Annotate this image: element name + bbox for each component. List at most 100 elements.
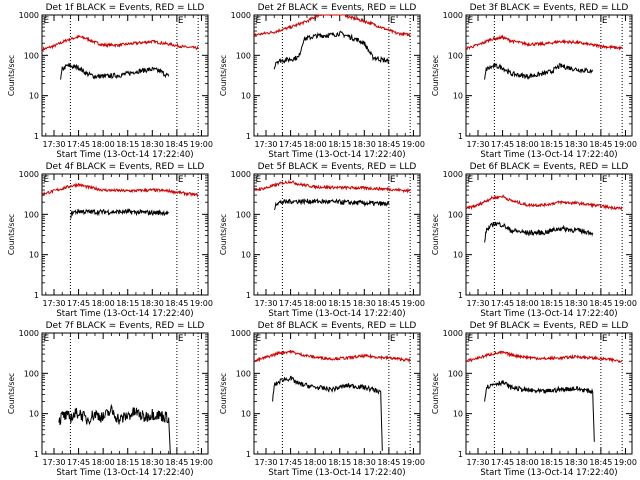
plot-frame (253, 173, 421, 296)
x-tick-label: 17:45 (279, 140, 302, 149)
panel-det-6: Det 6f BLACK = Events, RED = LLD 1 10 100 10… (431, 162, 637, 319)
x-tick-label: 18:45 (165, 299, 188, 308)
event-marker-label: E (468, 334, 474, 344)
x-tick-label: 19:00 (402, 458, 425, 467)
y-tick-label: 1000 (19, 329, 39, 338)
x-tick-label: 17:45 (491, 140, 514, 149)
x-tick-label: 19:00 (614, 458, 637, 467)
panel-title: Det 8f BLACK = Events, RED = LLD (258, 321, 417, 331)
event-marker-label: E (256, 16, 262, 26)
x-tick-label: 18:15 (116, 299, 139, 308)
y-tick-label: 1 (458, 291, 463, 300)
x-tick-label: 18:30 (141, 458, 164, 467)
lld-series-red (42, 34, 199, 53)
x-tick-label: 18:45 (589, 299, 612, 308)
y-tick-label: 100 (24, 51, 39, 60)
y-tick-label: 1 (34, 450, 39, 459)
x-tick-label: 19:00 (402, 299, 425, 308)
x-tick-label: 18:30 (353, 458, 376, 467)
plot-frame (253, 332, 421, 455)
panel-det-4: Det 4f BLACK = Events, RED = LLD 1 10 100 10… (7, 162, 213, 319)
y-axis-label: Counts/sec (7, 373, 16, 414)
plot-frame (41, 173, 209, 296)
events-series-black (484, 379, 595, 442)
event-marker-label: E (390, 16, 396, 26)
x-tick-label: 19:00 (190, 299, 213, 308)
event-marker-label: E (44, 16, 50, 26)
x-tick-label: 18:15 (328, 140, 351, 149)
panel-title: Det 4f BLACK = Events, RED = LLD (46, 162, 205, 172)
y-tick-label: 100 (24, 369, 39, 378)
y-tick-label: 1000 (231, 170, 251, 179)
event-marker-label: E (390, 334, 396, 344)
x-tick-label: 17:45 (491, 299, 514, 308)
x-axis-label: Start Time (13-Oct-14 17:22:40) (268, 468, 405, 478)
x-tick-label: 17:30 (466, 140, 489, 149)
x-axis-label: Start Time (13-Oct-14 17:22:40) (56, 468, 193, 478)
y-tick-label: 1 (458, 132, 463, 141)
x-tick-label: 18:00 (304, 299, 327, 308)
y-axis-label: Counts/sec (431, 373, 440, 414)
y-tick-label: 10 (453, 92, 463, 101)
y-tick-label: 100 (448, 210, 463, 219)
y-tick-label: 1 (246, 450, 251, 459)
x-tick-label: 17:30 (466, 458, 489, 467)
y-tick-label: 100 (448, 51, 463, 60)
y-tick-label: 10 (453, 251, 463, 260)
y-tick-label: 1000 (19, 170, 39, 179)
x-tick-label: 18:15 (328, 458, 351, 467)
lld-series-red (466, 34, 623, 51)
x-tick-label: 18:30 (565, 299, 588, 308)
x-tick-label: 19:00 (614, 299, 637, 308)
x-tick-label: 18:30 (565, 458, 588, 467)
x-axis-label: Start Time (13-Oct-14 17:22:40) (56, 309, 193, 319)
y-tick-label: 1 (458, 450, 463, 459)
x-tick-label: 18:00 (92, 458, 115, 467)
y-tick-label: 1000 (443, 11, 463, 20)
x-tick-label: 17:30 (254, 299, 277, 308)
x-tick-label: 18:00 (304, 458, 327, 467)
lld-series-red (254, 179, 411, 194)
x-tick-label: 17:30 (254, 140, 277, 149)
x-tick-label: 19:00 (190, 458, 213, 467)
y-tick-label: 10 (29, 251, 39, 260)
y-tick-label: 1000 (231, 329, 251, 338)
x-tick-label: 18:00 (304, 140, 327, 149)
y-tick-label: 100 (236, 51, 251, 60)
y-tick-label: 10 (29, 410, 39, 419)
x-tick-label: 17:45 (67, 140, 90, 149)
panel-det-8: Det 8f BLACK = Events, RED = LLD 1 10 100 10… (219, 321, 425, 478)
y-axis-label: Counts/sec (219, 373, 228, 414)
x-tick-label: 18:00 (92, 299, 115, 308)
event-marker-label: E (44, 334, 50, 344)
x-axis-label: Start Time (13-Oct-14 17:22:40) (56, 150, 193, 160)
x-tick-label: 18:30 (141, 299, 164, 308)
event-marker-label: E (468, 16, 474, 26)
y-tick-label: 10 (29, 92, 39, 101)
x-axis-label: Start Time (13-Oct-14 17:22:40) (480, 309, 617, 319)
y-tick-label: 1000 (19, 11, 39, 20)
y-tick-label: 10 (453, 410, 463, 419)
panel-det-5: Det 5f BLACK = Events, RED = LLD 1 10 100 10… (219, 162, 425, 319)
x-tick-label: 17:45 (67, 458, 90, 467)
y-tick-label: 1000 (443, 170, 463, 179)
event-marker-label: E (178, 334, 184, 344)
x-tick-label: 18:15 (116, 140, 139, 149)
panel-det-2: Det 2f BLACK = Events, RED = LLD 1 10 100 10… (219, 3, 425, 160)
x-tick-label: 17:30 (42, 458, 65, 467)
x-tick-label: 18:00 (92, 140, 115, 149)
lld-series-red (466, 194, 623, 211)
x-tick-label: 17:45 (279, 299, 302, 308)
plot-frame (41, 332, 209, 455)
y-tick-label: 10 (241, 410, 251, 419)
y-axis-label: Counts/sec (219, 55, 228, 96)
panel-title: Det 5f BLACK = Events, RED = LLD (258, 162, 417, 172)
y-tick-label: 10 (241, 92, 251, 101)
event-marker-label: E (256, 334, 262, 344)
x-tick-label: 18:45 (589, 140, 612, 149)
panel-title: Det 9f BLACK = Events, RED = LLD (470, 321, 629, 331)
y-axis-label: Counts/sec (431, 214, 440, 255)
y-tick-label: 100 (448, 369, 463, 378)
events-series-black (484, 62, 594, 80)
